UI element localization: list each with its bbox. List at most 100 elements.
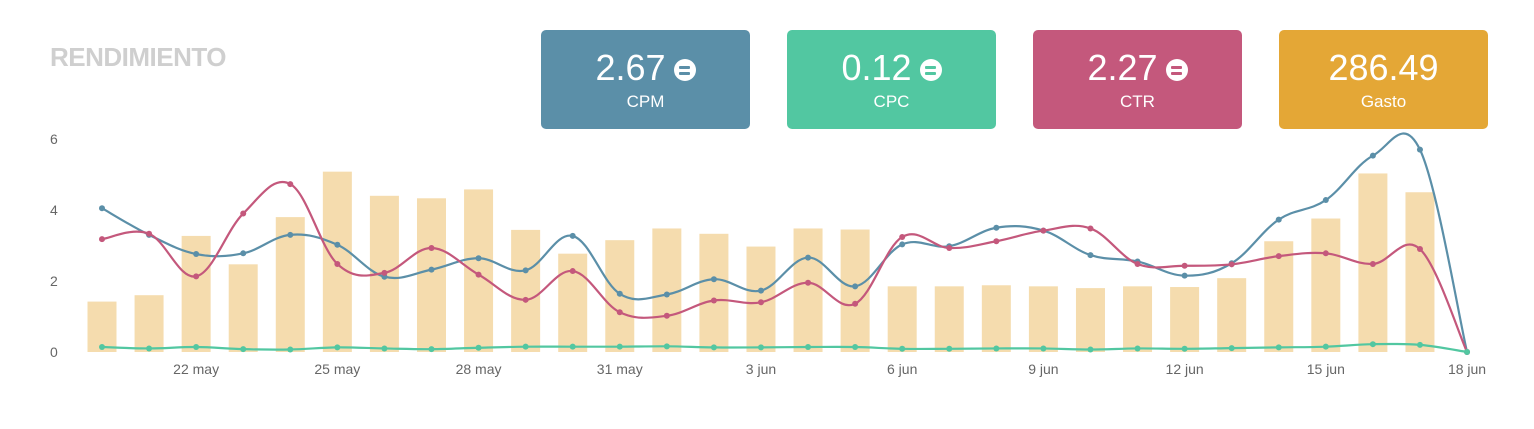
bar [699,233,729,352]
series-point [1275,216,1282,223]
series-point [616,309,623,316]
equals-icon [919,59,942,81]
series-point [1322,343,1329,350]
series-point [1181,345,1188,352]
kpi-label: CPM [626,92,665,111]
series-point [1416,246,1423,253]
x-tick-label: 31 may [597,361,643,377]
equals-icon [673,59,696,81]
series-point [1275,253,1282,260]
series-point [1322,250,1329,257]
series-point [757,344,764,351]
series-point [1087,346,1094,353]
series-point [616,290,623,297]
series-point [334,241,341,248]
series-point [1416,146,1423,153]
series-point [240,250,247,257]
kpi-label: Gasto [1360,92,1407,111]
series-point [522,267,529,274]
bar [134,295,164,352]
series-point [1040,345,1047,352]
bar [416,198,446,352]
series-point [757,287,764,294]
bar [934,286,964,352]
series-point [193,344,200,351]
series-point [852,300,859,307]
series-line [101,181,1469,353]
series-point [1322,197,1329,204]
series-point [757,299,764,306]
kpi-value: 2.27 [1087,47,1158,88]
x-tick-label: 3 jun [746,361,776,377]
series-point [1134,345,1141,352]
series-point [381,345,388,352]
bar [652,228,682,352]
kpi-value: 2.67 [595,47,666,88]
series-point [993,345,1000,352]
series-point [1181,272,1188,279]
series-point [428,244,435,251]
series-point [1464,349,1471,355]
series-point [99,236,105,243]
series-point [146,345,153,352]
series-point [663,312,670,319]
bar [1311,218,1341,352]
series-point [852,283,859,290]
series-point [428,346,435,353]
series-point [946,244,953,251]
series-point [99,205,105,212]
bar [1028,286,1058,352]
bar [840,229,870,352]
series-point [710,276,717,283]
series-point [1369,260,1376,267]
x-tick-label: 18 jun [1448,361,1486,377]
series-point [287,181,294,188]
series-point [805,279,812,286]
series-point [1134,260,1141,267]
series-point [334,344,341,351]
x-tick-label: 25 may [314,361,360,377]
series-point [381,269,388,276]
y-tick-label: 0 [50,344,58,360]
series-point [1228,345,1235,352]
series-point [993,238,1000,245]
series-point [899,345,906,352]
series-point [852,344,859,351]
bar [1405,192,1435,352]
x-tick-label: 15 jun [1307,361,1345,377]
series-point [1087,225,1094,232]
series-line [101,342,1468,354]
series-point [146,230,153,237]
series-point [1181,262,1188,269]
series-point [287,346,294,353]
series-line [101,132,1469,353]
bar [511,229,541,352]
series-point [946,345,953,352]
series-point [993,224,1000,231]
series-point [1228,261,1235,268]
equals-icon [1165,59,1188,81]
series-point [522,296,529,303]
bar [1075,288,1105,352]
series-point [240,210,247,217]
y-tick-label: 4 [50,202,58,218]
kpi-card-cpc[interactable]: 0.12 CPC [787,30,996,129]
bar [1264,241,1294,352]
series-point [663,343,670,350]
series-point [1275,344,1282,351]
bar [1170,287,1200,352]
series-point [1040,227,1047,234]
kpi-card-ctr[interactable]: 2.27 CTR [1033,30,1242,129]
series-point [899,241,906,248]
series-point [663,291,670,298]
bar [981,285,1011,352]
x-tick-label: 6 jun [887,361,917,377]
kpi-card-cpm[interactable]: 2.67 CPM [541,30,750,129]
y-tick-label: 6 [50,131,58,147]
series-point [522,343,529,350]
series-point [475,344,482,351]
series-point [1369,152,1376,159]
kpi-value: 286.49 [1328,47,1439,88]
bar [1217,278,1247,352]
kpi-card-gasto[interactable]: 286.49 Gasto [1279,30,1488,129]
